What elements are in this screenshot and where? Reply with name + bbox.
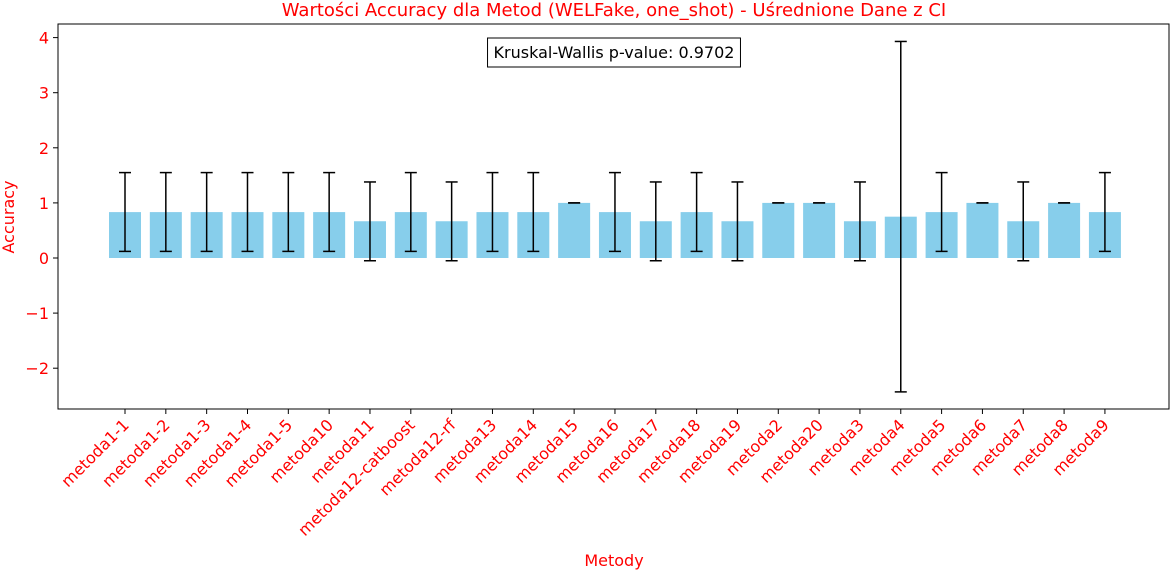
annotation-box [487,37,741,68]
chart-title: Wartości Accuracy dla Metod (WELFake, on… [282,0,946,21]
y-tick-label: 2 [39,139,49,158]
y-tick-label: 0 [39,249,49,268]
error-bar-metoda5 [935,171,948,253]
error-bar-metoda4 [894,40,907,393]
error-bar-metoda17 [649,181,662,262]
x-axis: metoda1-1metoda1-2metoda1-3metoda1-4meto… [57,409,1113,540]
y-tick-label: 3 [39,84,49,103]
error-bar-metoda19 [731,181,744,262]
plot-area [57,23,1170,410]
error-bar-metoda7 [1017,181,1030,262]
bar-metoda6 [966,202,999,258]
y-axis: 4 3 2 1 0 −1 −2 [25,29,58,378]
error-bar-metoda1-1 [119,171,131,253]
y-axis-label: Accuracy [0,180,18,253]
bar-metoda20 [803,202,836,258]
error-bar-metoda1-3 [200,171,213,253]
error-bar-metoda14 [527,171,540,253]
error-bar-metoda1-4 [241,171,254,253]
error-bars-group [119,40,1111,393]
error-bar-metoda12-catboost [404,171,417,253]
y-tick-label: 1 [39,194,49,213]
error-bar-metoda9 [1098,171,1111,253]
kruskal-wallis-annotation: Kruskal-Wallis p-value: 0.9702 [487,37,741,68]
error-bar-metoda18 [690,171,703,253]
error-bar-metoda1-5 [282,171,295,253]
error-bar-metoda16 [608,171,621,253]
y-tick-label: −1 [25,304,49,323]
error-bar-metoda3 [853,181,866,262]
error-bar-metoda12-rf [445,181,458,262]
y-tick-label: −2 [25,359,49,378]
bar-metoda2 [762,202,795,258]
bar-metoda8 [1048,202,1081,258]
error-bar-metoda13 [486,171,499,253]
bar-metoda15 [558,202,591,258]
error-bar-metoda1-2 [159,171,172,253]
x-axis-label: Metody [584,551,643,570]
y-tick-label: 4 [39,29,49,48]
error-bar-metoda11 [363,181,376,262]
error-bar-metoda10 [323,171,336,253]
annotation-text: Kruskal-Wallis p-value: 0.9702 [494,43,735,62]
